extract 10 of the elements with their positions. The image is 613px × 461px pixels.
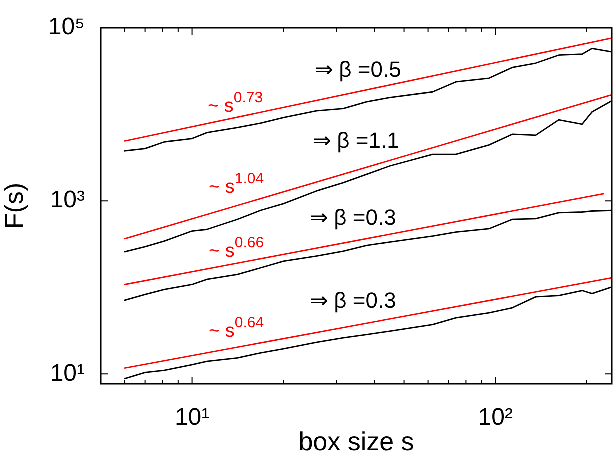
x-axis-title: box size s — [298, 426, 414, 457]
y-tick-label: 10¹ — [50, 360, 86, 387]
x-tick-label: 10² — [478, 404, 513, 432]
annotation: ⇒ β =1.1 — [313, 128, 400, 153]
annotation: ⇒ β =0.3 — [310, 205, 396, 230]
annotation: ⇒ β =0.5 — [315, 57, 402, 82]
annotation: ⇒ β =0.3 — [310, 288, 396, 313]
y-tick-label: 10³ — [50, 186, 86, 214]
y-tick-label: 10⁵ — [48, 14, 85, 41]
y-axis-title: F(s) — [0, 182, 29, 230]
